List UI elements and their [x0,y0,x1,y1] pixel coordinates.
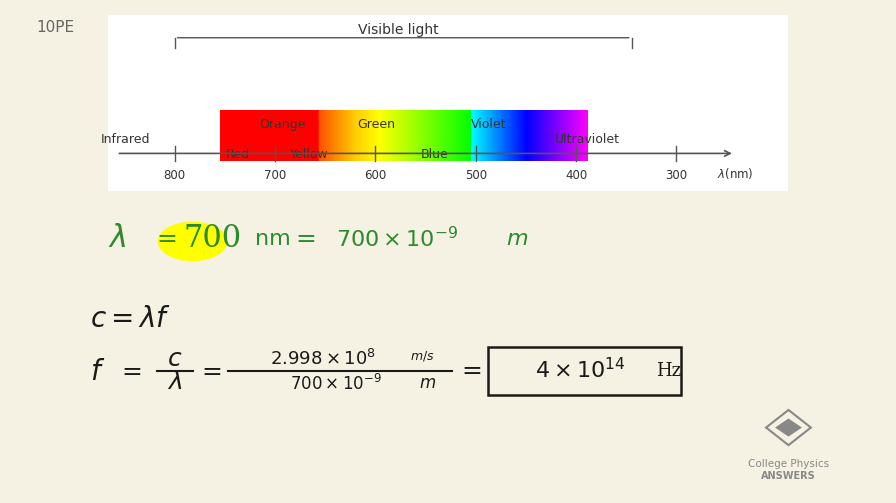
Text: 300: 300 [666,169,687,182]
Text: =: = [157,227,177,251]
Text: $700 \times 10^{-9}$: $700 \times 10^{-9}$ [336,226,458,252]
Text: 10PE: 10PE [36,20,74,35]
Text: ANSWERS: ANSWERS [761,471,816,481]
Circle shape [159,222,227,261]
FancyBboxPatch shape [488,347,681,395]
Text: $2.998 \times 10^{8}$: $2.998 \times 10^{8}$ [270,349,375,369]
Text: Visible light: Visible light [358,23,439,37]
Text: =: = [202,360,222,384]
Text: nm: nm [255,229,291,249]
Text: $f$: $f$ [90,359,105,386]
Text: $m/s$: $m/s$ [410,349,435,363]
Text: 600: 600 [365,169,386,182]
Text: Yellow: Yellow [289,148,329,161]
Text: $700 \times 10^{-9}$: $700 \times 10^{-9}$ [290,374,382,394]
Text: 500: 500 [465,169,487,182]
Text: $m$: $m$ [419,375,436,392]
Text: Green: Green [358,118,395,131]
Text: Hz: Hz [656,362,681,380]
Text: Infrared: Infrared [100,133,151,146]
Text: Violet: Violet [470,118,506,131]
Text: $\lambda$: $\lambda$ [167,371,183,394]
Text: 700: 700 [184,223,242,255]
FancyBboxPatch shape [108,15,788,191]
Text: $c$: $c$ [167,348,183,371]
Text: $c = \lambda f$: $c = \lambda f$ [90,306,170,333]
Text: =: = [461,359,482,383]
Text: 400: 400 [565,169,587,182]
Text: $\lambda$(nm): $\lambda$(nm) [717,166,754,181]
Polygon shape [775,418,802,437]
Text: 800: 800 [164,169,185,182]
Text: Red: Red [226,148,249,161]
Text: $m$: $m$ [506,229,529,249]
Text: Orange: Orange [259,118,306,131]
Text: Ultraviolet: Ultraviolet [555,133,619,146]
Text: College Physics: College Physics [748,459,829,469]
Text: $\lambda$: $\lambda$ [108,223,125,255]
Text: 700: 700 [264,169,286,182]
Text: $4 \times 10^{14}$: $4 \times 10^{14}$ [535,358,626,383]
Text: =: = [296,227,316,251]
Text: Blue: Blue [421,148,448,161]
Text: =: = [121,360,142,384]
